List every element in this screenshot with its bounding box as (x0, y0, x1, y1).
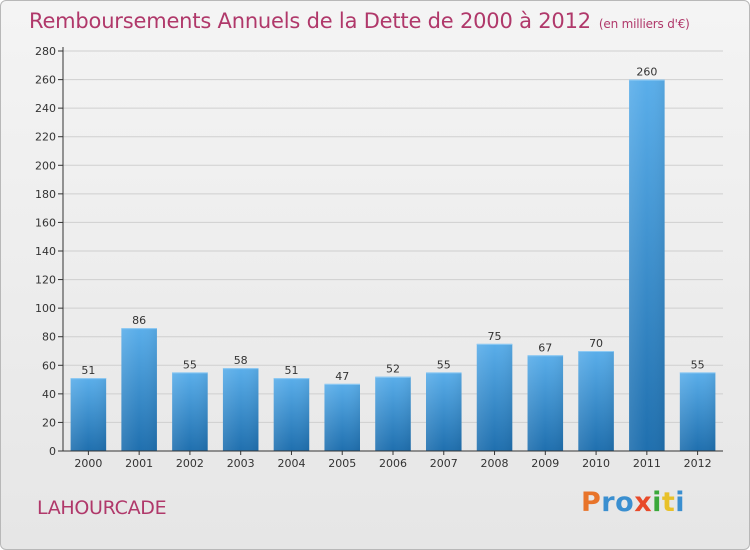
bar-shine (70, 378, 107, 451)
y-tick-label: 100 (35, 302, 56, 315)
bar-shine (426, 372, 462, 451)
bar-group: 75 (476, 330, 513, 451)
bar-value-label: 47 (335, 370, 349, 383)
bar-shine (476, 343, 513, 451)
x-tick-label: 2006 (379, 457, 407, 470)
axis-layer: 0 20 40 60 80 100 120 140 160 180 200 220 240 260 280 2… (35, 45, 723, 470)
proxiti-logo: Proxiti (581, 487, 685, 518)
logo-letter: P (581, 487, 602, 518)
bar-layer: 51 86 55 58 51 47 52 55 75 67 70 260 55 (70, 66, 716, 452)
y-tick-label: 0 (49, 445, 56, 458)
bar-shine (679, 372, 716, 451)
commune-name: LAHOURCADE (37, 497, 167, 519)
bar-value-label: 51 (81, 364, 95, 377)
bar-group: 51 (273, 364, 310, 451)
y-tick-label: 160 (35, 216, 56, 229)
bar-shine (273, 378, 310, 451)
y-tick-label: 260 (35, 74, 56, 87)
bar-group: 52 (375, 363, 411, 451)
logo-letter: r (601, 487, 616, 518)
bar-value-label: 55 (183, 358, 197, 371)
y-tick-label: 20 (42, 416, 56, 429)
bar-value-label: 260 (636, 66, 657, 79)
bar-group: 55 (426, 358, 462, 451)
logo-letter: i (675, 487, 686, 518)
bar-shine (222, 368, 259, 451)
x-tick-label: 2008 (481, 457, 509, 470)
x-tick-label: 2001 (125, 457, 153, 470)
bar-group: 67 (527, 341, 564, 451)
bar-group: 58 (222, 354, 259, 451)
bar-group: 260 (629, 66, 665, 452)
bar-value-label: 55 (437, 358, 451, 371)
bar-shine (527, 355, 564, 451)
y-tick-label: 200 (35, 159, 56, 172)
chart-title-text: Remboursements Annuels de la Dette de 20… (29, 9, 591, 33)
bar-shine (121, 328, 157, 451)
y-tick-label: 60 (42, 359, 56, 372)
bar-value-label: 67 (538, 341, 552, 354)
logo-letter: o (615, 487, 635, 518)
x-tick-label: 2011 (633, 457, 661, 470)
x-tick-label: 2004 (277, 457, 305, 470)
y-tick-label: 40 (42, 388, 56, 401)
x-tick-label: 2007 (430, 457, 458, 470)
logo-letter: i (652, 487, 662, 518)
y-tick-label: 240 (35, 102, 56, 115)
y-tick-label: 180 (35, 188, 56, 201)
bar-shine (375, 376, 411, 451)
bar-group: 86 (121, 314, 157, 451)
x-tick-label: 2003 (227, 457, 255, 470)
bar-value-label: 70 (589, 337, 603, 350)
chart-title: Remboursements Annuels de la Dette de 20… (29, 9, 690, 33)
bar-value-label: 75 (488, 330, 502, 343)
logo-letter: x (634, 487, 653, 518)
bar-group: 70 (578, 337, 614, 451)
bar-value-label: 86 (132, 314, 146, 327)
y-tick-label: 80 (42, 331, 56, 344)
bar-value-label: 58 (234, 354, 248, 367)
x-tick-label: 2012 (684, 457, 712, 470)
x-tick-label: 2010 (582, 457, 610, 470)
y-tick-label: 220 (35, 131, 56, 144)
bar-value-label: 55 (691, 358, 705, 371)
y-tick-label: 280 (35, 45, 56, 58)
x-tick-label: 2005 (328, 457, 356, 470)
y-tick-label: 120 (35, 274, 56, 287)
bar-shine (629, 79, 665, 452)
chart-unit-note: (en milliers d'€) (598, 17, 690, 31)
bar-value-label: 52 (386, 363, 400, 376)
bar-value-label: 51 (284, 364, 298, 377)
logo-letter: t (661, 487, 676, 518)
bar-shine (578, 351, 614, 451)
x-tick-label: 2009 (531, 457, 559, 470)
bar-group: 51 (70, 364, 107, 451)
x-tick-label: 2002 (176, 457, 204, 470)
bar-shine (172, 372, 208, 451)
bar-group: 55 (172, 358, 208, 451)
bar-shine (324, 383, 360, 451)
bar-group: 47 (324, 370, 360, 451)
bar-group: 55 (679, 358, 716, 451)
x-tick-label: 2000 (74, 457, 102, 470)
y-tick-label: 140 (35, 245, 56, 258)
